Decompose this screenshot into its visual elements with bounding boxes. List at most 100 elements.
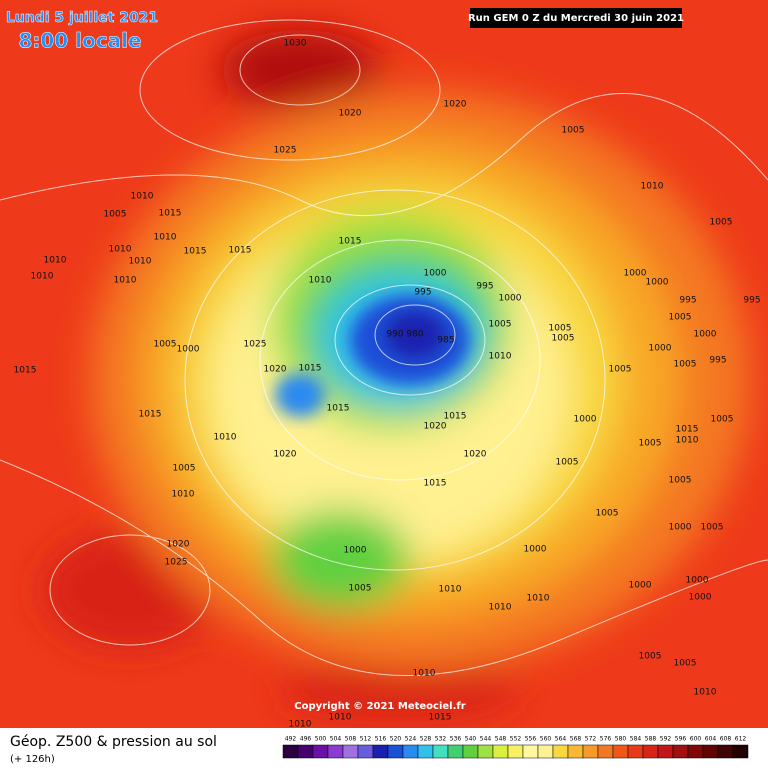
scale-label: 516 bbox=[375, 736, 387, 743]
isobar-label: 1005 bbox=[639, 439, 662, 449]
scale-swatch bbox=[507, 744, 524, 759]
scale-swatch bbox=[732, 744, 749, 759]
isobar-label: 1010 bbox=[694, 688, 717, 698]
isobar-label: 1010 bbox=[676, 436, 699, 446]
isobar-label: 1005 bbox=[710, 218, 733, 228]
scale-label: 564 bbox=[555, 736, 567, 743]
isobar-label: 1000 bbox=[669, 523, 692, 533]
isobar-label: 1000 bbox=[177, 345, 200, 355]
isobar-label: 1000 bbox=[499, 294, 522, 304]
isobar-label: 1005 bbox=[552, 334, 575, 344]
isobar-label: 1000 bbox=[649, 344, 672, 354]
isobar-label: 1020 bbox=[424, 422, 447, 432]
scale-label: 608 bbox=[720, 736, 732, 743]
footer-lead: (+ 126h) bbox=[10, 754, 55, 765]
isobar-label: 1010 bbox=[109, 245, 132, 255]
isobar-label: 1010 bbox=[114, 276, 137, 286]
isobar-label: 1020 bbox=[274, 450, 297, 460]
isobar-label: 1015 bbox=[424, 479, 447, 489]
isobar-label: 1005 bbox=[669, 476, 692, 486]
isobar-label: 1020 bbox=[264, 365, 287, 375]
footer-title: Géop. Z500 & pression au sol bbox=[10, 734, 217, 750]
scale-swatch bbox=[537, 744, 554, 759]
isobar-label: 1020 bbox=[464, 450, 487, 460]
isobar-label: 1015 bbox=[14, 366, 37, 376]
scale-swatch bbox=[642, 744, 659, 759]
isobar-label: 1030 bbox=[284, 39, 307, 49]
scale-label: 600 bbox=[690, 736, 702, 743]
scale-swatch bbox=[447, 744, 464, 759]
isobar-label: 1010 bbox=[172, 490, 195, 500]
scale-label: 548 bbox=[495, 736, 507, 743]
isobar-label: 1005 bbox=[669, 313, 692, 323]
scale-swatch bbox=[687, 744, 704, 759]
isobar-label: 1000 bbox=[344, 546, 367, 556]
scale-swatch bbox=[387, 744, 404, 759]
isobar-label: 1000 bbox=[524, 545, 547, 555]
scale-label: 496 bbox=[300, 736, 312, 743]
isobar-label: 995 bbox=[414, 288, 431, 298]
scale-label: 556 bbox=[525, 736, 537, 743]
isobar-label: 1010 bbox=[527, 594, 550, 604]
isobar-label: 1005 bbox=[489, 320, 512, 330]
scale-swatch bbox=[612, 744, 629, 759]
isobar-label: 995 bbox=[679, 296, 696, 306]
isobar-label: 1010 bbox=[31, 272, 54, 282]
scale-label: 584 bbox=[630, 736, 642, 743]
scale-label: 520 bbox=[390, 736, 402, 743]
field bbox=[0, 0, 768, 728]
isobar-label: 1015 bbox=[444, 412, 467, 422]
isobar-label: 1020 bbox=[167, 540, 190, 550]
scale-swatch bbox=[402, 744, 419, 759]
isobar-label: 1005 bbox=[104, 210, 127, 220]
isobar-label: 1015 bbox=[299, 364, 322, 374]
scale-label: 588 bbox=[645, 736, 657, 743]
scale-label: 604 bbox=[705, 736, 717, 743]
isobar-label: 1010 bbox=[214, 433, 237, 443]
scale-label: 532 bbox=[435, 736, 447, 743]
scale-swatch bbox=[672, 744, 689, 759]
isobar-label: 1005 bbox=[674, 659, 697, 669]
scale-swatch bbox=[522, 744, 539, 759]
isobar-label: 1015 bbox=[339, 237, 362, 247]
scale-label: 500 bbox=[315, 736, 327, 743]
isobar-label: 1020 bbox=[444, 100, 467, 110]
scale-swatch bbox=[582, 744, 599, 759]
scale-swatch bbox=[297, 744, 314, 759]
isobar-label: 1005 bbox=[349, 584, 372, 594]
isobar-label: 1005 bbox=[562, 126, 585, 136]
isobar-label: 1000 bbox=[424, 269, 447, 279]
isobar-label: 985 bbox=[437, 336, 454, 346]
run-box bbox=[470, 8, 682, 28]
isobar-label: 1005 bbox=[154, 340, 177, 350]
scale-swatch bbox=[567, 744, 584, 759]
isobar-label: 1005 bbox=[556, 458, 579, 468]
isobar-label: 1015 bbox=[676, 425, 699, 435]
isobar-label: 1010 bbox=[489, 352, 512, 362]
isobar-label: 1005 bbox=[674, 360, 697, 370]
isobar-label: 1010 bbox=[489, 603, 512, 613]
isobar-label: 995 bbox=[709, 356, 726, 366]
isobar-label: 1000 bbox=[574, 415, 597, 425]
scale-label: 580 bbox=[615, 736, 627, 743]
scale-label: 540 bbox=[465, 736, 477, 743]
scale-label: 504 bbox=[330, 736, 342, 743]
isobar-label: 1010 bbox=[131, 192, 154, 202]
isobar-label: 1010 bbox=[413, 669, 436, 679]
scale-swatch bbox=[357, 744, 374, 759]
scale-swatch bbox=[717, 744, 734, 759]
isobar-label: 995 bbox=[743, 296, 760, 306]
scale-label: 612 bbox=[735, 736, 747, 743]
time: 8:00 locale bbox=[18, 29, 141, 53]
isobar-label: 1000 bbox=[624, 269, 647, 279]
scale-label: 572 bbox=[585, 736, 597, 743]
scale-swatch bbox=[432, 744, 449, 759]
scale-label: 576 bbox=[600, 736, 612, 743]
isobar-label: 1005 bbox=[711, 415, 734, 425]
scale-swatch bbox=[282, 744, 299, 759]
scale-swatch bbox=[492, 744, 509, 759]
isobar-label: 1010 bbox=[309, 276, 332, 286]
scale-label: 512 bbox=[360, 736, 372, 743]
